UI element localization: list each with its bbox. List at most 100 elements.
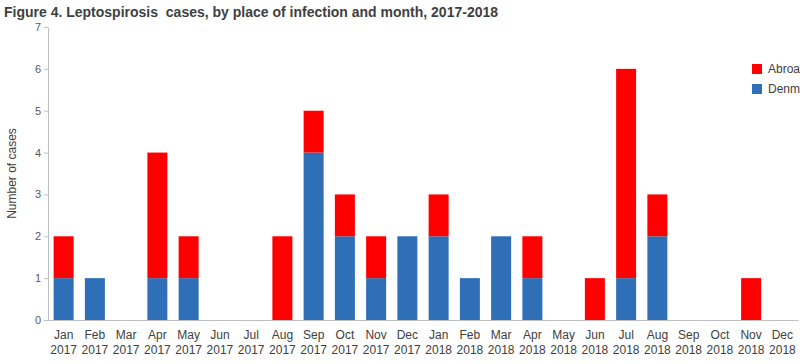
y-tick-label: 4 [35,147,41,159]
x-tick-label: Oct2017 [332,328,359,357]
bar-segment [679,320,699,321]
x-axis-line [49,320,799,321]
x-tick-label: Nov2017 [363,328,390,357]
bar-segment [616,69,636,278]
bar-segment [772,320,792,321]
x-tick-label: Jul2017 [238,328,265,357]
y-axis-line [48,28,49,321]
y-tick-label: 3 [35,188,41,200]
bar-segment [147,153,167,279]
bar-segment [366,236,386,278]
bar-segment [585,278,605,320]
y-tick-mark [44,27,48,28]
x-tick: Aug2017 [269,320,296,357]
bar-segment [647,194,667,236]
y-tick-label: 6 [35,63,41,75]
y-tick-mark [44,153,48,154]
y-tick-label: 2 [35,230,41,242]
y-tick: 1 [35,272,48,284]
x-tick: Oct2017 [332,320,359,357]
x-tick-label: Jan2017 [50,328,77,357]
bar-segment [210,320,230,321]
legend-swatch [752,84,762,94]
bar-segment [272,236,292,320]
x-tick-label: Nov2018 [738,328,765,357]
x-tick-label: May2017 [175,328,202,357]
bar-segment [54,278,74,320]
x-tick: Apr2017 [144,320,171,357]
bar-segment [304,111,324,153]
y-tick: 2 [35,230,48,242]
bar-segment [460,278,480,279]
x-tick-label: Dec2018 [769,328,796,357]
bar-segment [554,320,574,321]
x-tick: Nov2017 [363,320,390,357]
legend-label: Abroad [768,62,800,76]
bar-segment [335,194,355,236]
x-tick: Dec2017 [394,320,421,357]
x-tick: Dec2018 [769,320,796,357]
bar-segment [366,278,386,320]
bar-segment [710,320,730,321]
y-tick-mark [44,111,48,112]
x-tick-label: May2018 [550,328,577,357]
x-tick-label: Aug2017 [269,328,296,357]
chart: Figure 4. Leptospirosis cases, by place … [0,0,800,364]
y-tick-label: 1 [35,272,41,284]
y-tick-label: 7 [35,21,41,33]
y-tick: 4 [35,147,48,159]
bar-segment [491,236,511,237]
x-tick-label: Jun2018 [582,328,609,357]
x-tick: Apr2018 [519,320,546,357]
y-axis: 0 1 2 3 4 5 6 7 [35,21,49,326]
x-tick: May2018 [550,320,577,357]
x-axis: Jan2017Feb2017Mar2017Apr2017May2017Jun20… [49,320,799,357]
bar-segment [179,236,199,278]
x-tick: Aug2018 [644,320,671,357]
bar-segment [304,153,324,320]
x-tick: Jun2017 [207,320,234,357]
x-tick: Oct2018 [707,320,734,357]
x-tick: Mar2018 [488,320,515,357]
y-tick-label: 5 [35,105,41,117]
y-tick: 0 [35,314,48,326]
x-tick-label: Jul2018 [613,328,640,357]
x-tick: Sep2017 [300,320,327,357]
legend-swatch [752,64,762,74]
y-tick-mark [44,320,48,321]
y-tick-label: 0 [35,314,41,326]
bar-segment [710,320,730,321]
bar-segment [116,320,136,321]
bar-segment [647,236,667,320]
x-tick-label: Aug2018 [644,328,671,357]
x-tick-label: Dec2017 [394,328,421,357]
bar-segment [116,320,136,321]
bar-segment [522,278,542,320]
y-tick-mark [44,278,48,279]
x-tick: Jul2018 [613,320,640,357]
bar-segment [429,194,449,236]
bar-segment [460,278,480,320]
x-tick: Jul2017 [238,320,265,357]
bar-segment [210,320,230,321]
bar-segment [241,320,261,321]
x-tick: Jan2018 [425,320,452,357]
y-tick: 3 [35,188,48,200]
bar-segment [522,236,542,278]
x-tick: Nov2018 [738,320,765,357]
bar-segment [429,236,449,320]
bar-segment [335,236,355,320]
bar-segment [179,278,199,320]
bar-segment [397,236,417,237]
title: Figure 4. Leptospirosis cases, by place … [4,4,498,20]
bar-segment [741,278,761,320]
y-tick: 7 [35,21,48,33]
x-tick: Mar2017 [113,320,140,357]
x-tick: Feb2017 [82,320,109,357]
bar-segment [85,278,105,279]
bar-segment [397,236,417,320]
bar-segment [679,320,699,321]
x-tick: Sep2018 [675,320,702,357]
x-tick: May2017 [175,320,202,357]
x-tick-label: Mar2018 [488,328,515,357]
